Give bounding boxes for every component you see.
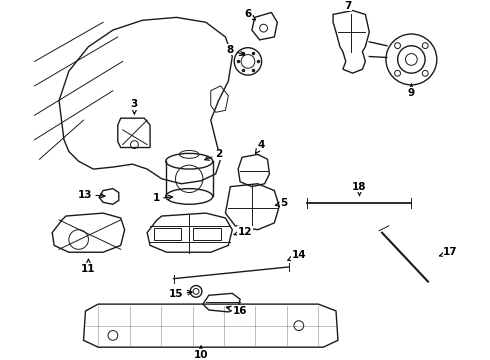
Text: 12: 12 (234, 227, 252, 237)
Text: 4: 4 (255, 140, 265, 153)
Text: 2: 2 (205, 149, 222, 160)
Text: 11: 11 (81, 259, 96, 274)
Text: 10: 10 (194, 346, 208, 360)
FancyBboxPatch shape (193, 228, 220, 240)
FancyBboxPatch shape (154, 228, 181, 240)
Circle shape (422, 43, 428, 49)
Text: 8: 8 (227, 45, 244, 55)
Circle shape (394, 70, 400, 76)
Text: 13: 13 (78, 189, 105, 199)
Text: 14: 14 (288, 250, 306, 261)
Circle shape (394, 43, 400, 49)
Text: 6: 6 (245, 9, 255, 20)
Text: 9: 9 (408, 84, 415, 98)
Text: 7: 7 (344, 1, 351, 12)
Text: 5: 5 (275, 198, 288, 208)
Text: 1: 1 (153, 193, 172, 203)
Text: 17: 17 (440, 247, 458, 257)
Text: 18: 18 (352, 182, 367, 195)
Circle shape (422, 70, 428, 76)
Text: 15: 15 (169, 289, 192, 299)
Text: 3: 3 (131, 99, 138, 114)
Text: 16: 16 (226, 306, 247, 316)
